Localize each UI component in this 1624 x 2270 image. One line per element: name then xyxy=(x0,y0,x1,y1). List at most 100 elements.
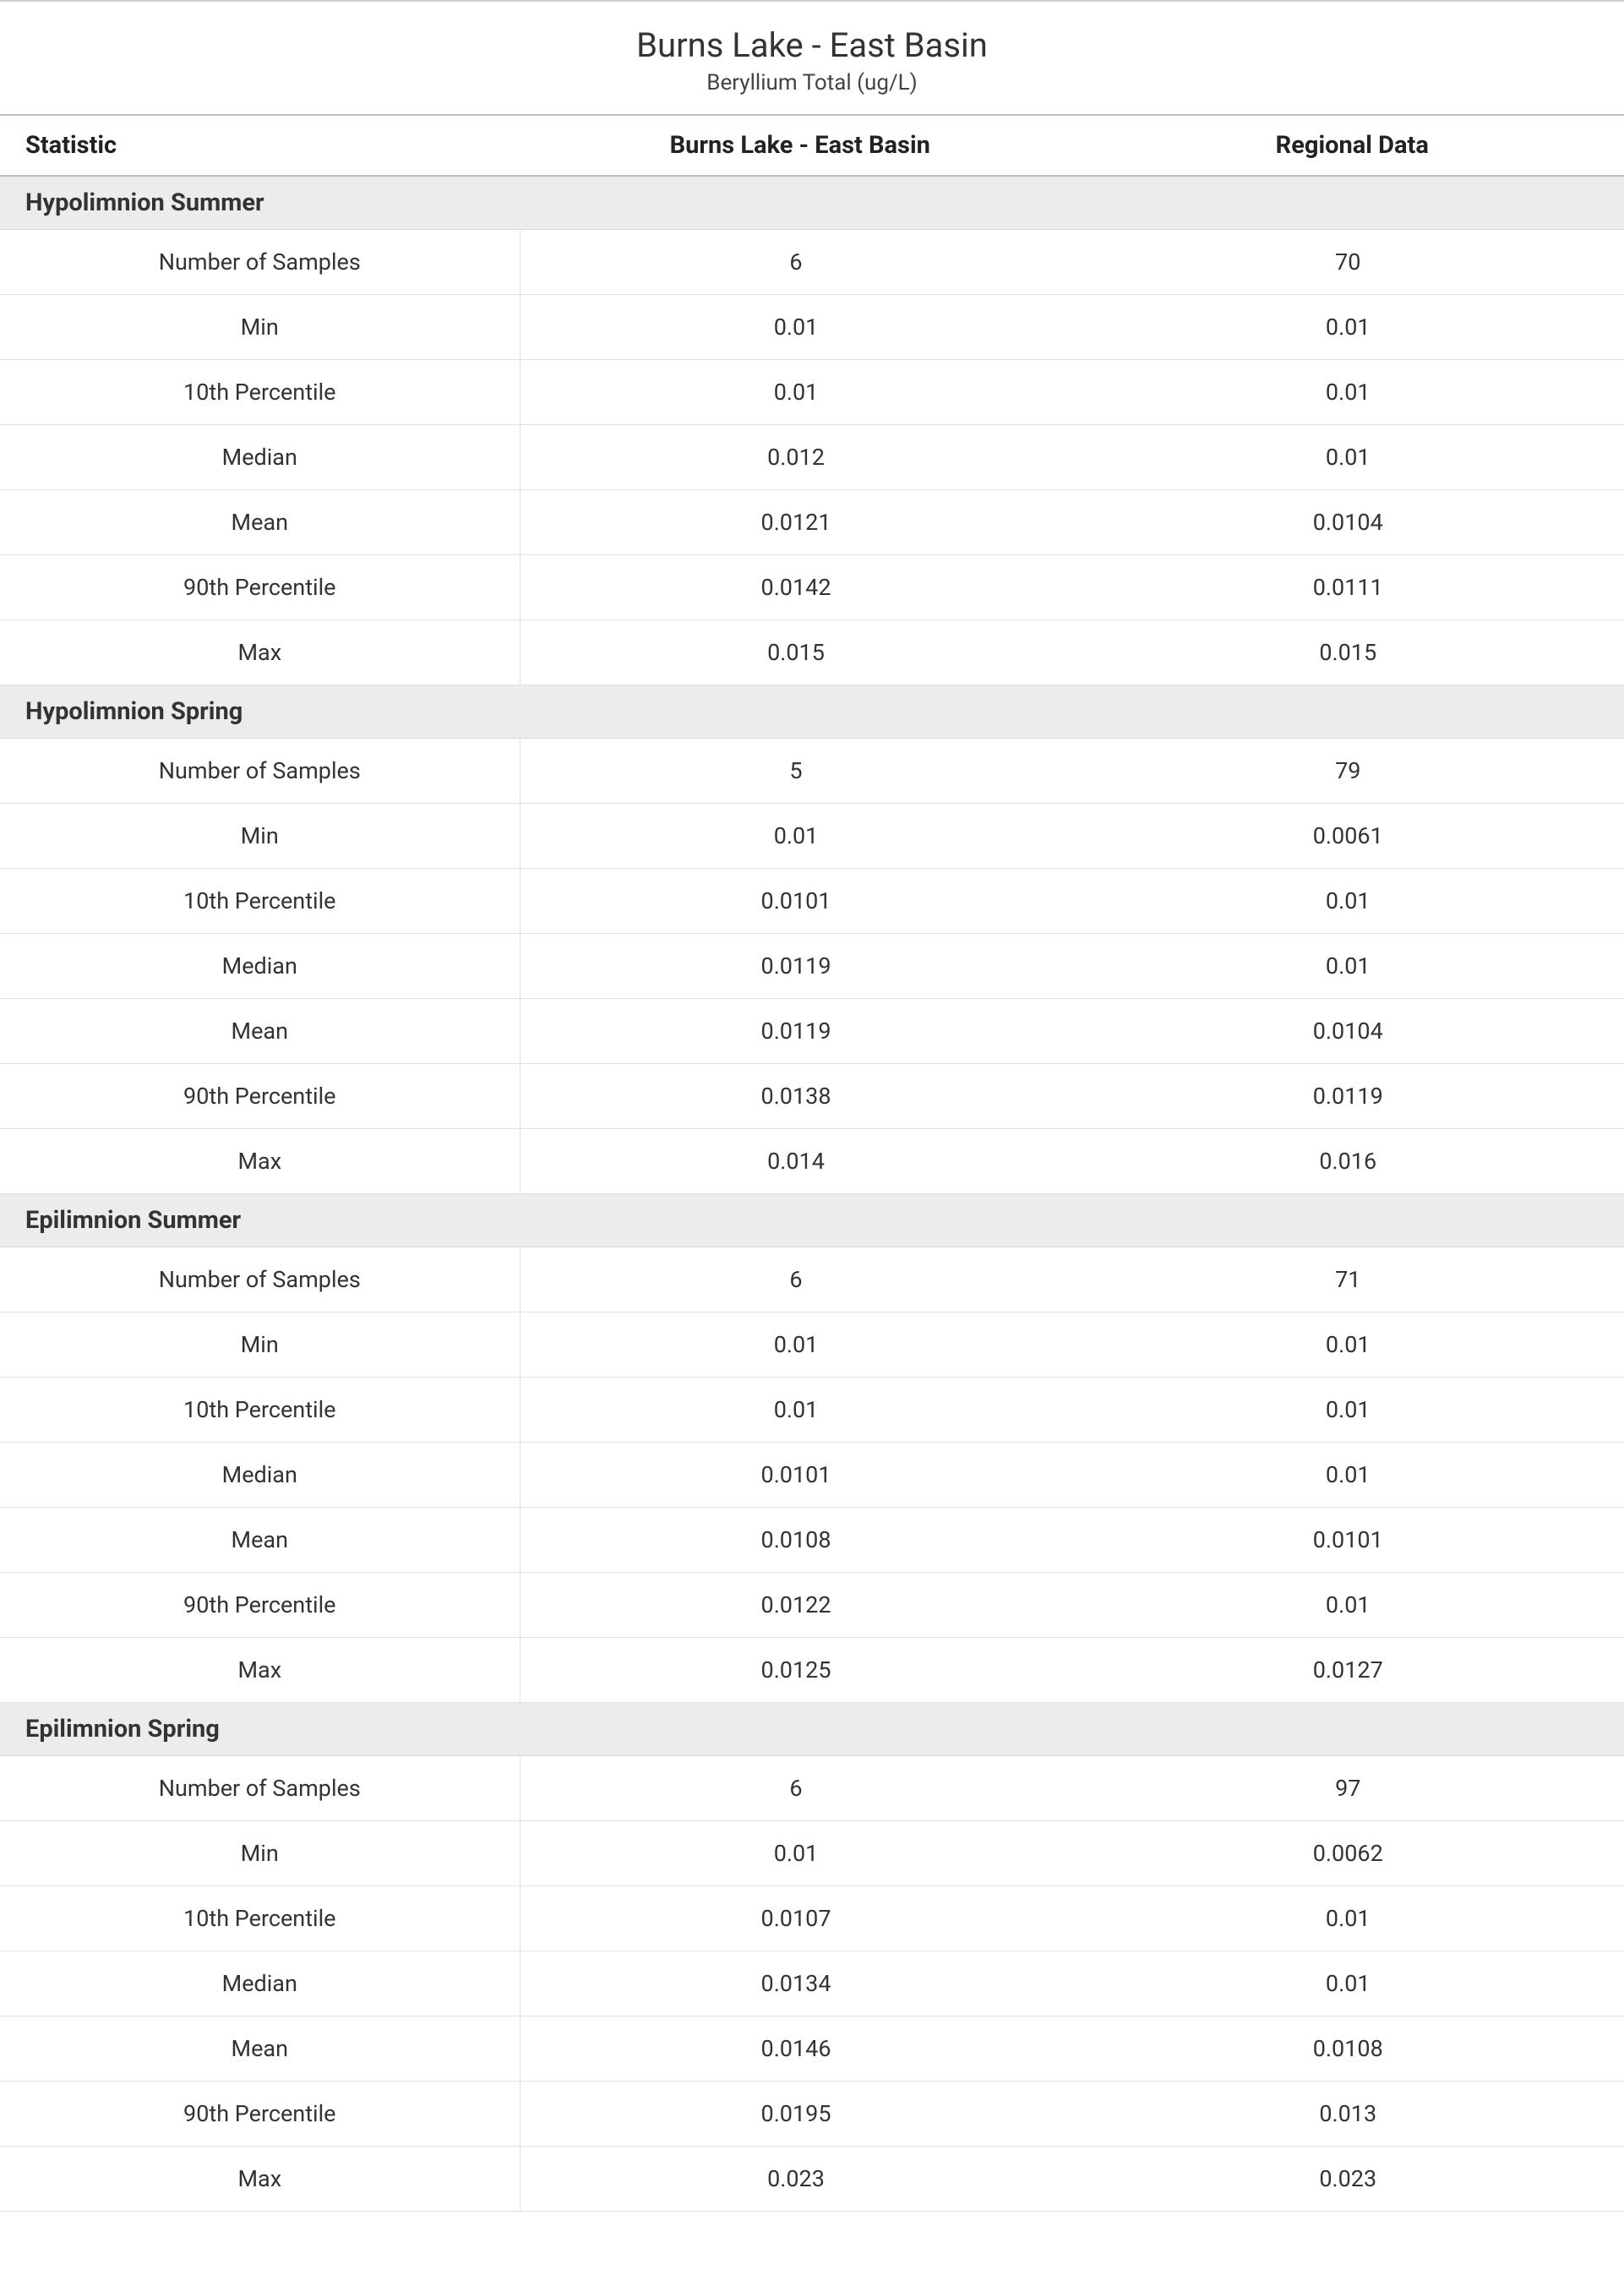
regional-value: 0.01 xyxy=(1072,934,1624,999)
site-value: 6 xyxy=(520,1247,1071,1312)
stat-name: Mean xyxy=(0,1508,520,1573)
regional-value: 0.023 xyxy=(1072,2147,1624,2212)
section-header: Hypolimnion Summer xyxy=(0,176,1624,230)
table-row: Max0.0230.023 xyxy=(0,2147,1624,2212)
site-value: 0.01 xyxy=(520,360,1071,425)
regional-value: 0.01 xyxy=(1072,360,1624,425)
section-header: Hypolimnion Spring xyxy=(0,685,1624,739)
stat-name: Max xyxy=(0,1638,520,1703)
regional-value: 0.01 xyxy=(1072,1312,1624,1378)
stat-name: Max xyxy=(0,2147,520,2212)
table-row: Min0.010.01 xyxy=(0,295,1624,360)
regional-value: 0.0104 xyxy=(1072,999,1624,1064)
site-value: 0.0125 xyxy=(520,1638,1071,1703)
regional-value: 0.01 xyxy=(1072,425,1624,490)
stat-name: Median xyxy=(0,934,520,999)
table-row: Mean0.01080.0101 xyxy=(0,1508,1624,1573)
table-row: 90th Percentile0.01950.013 xyxy=(0,2082,1624,2147)
site-value: 0.012 xyxy=(520,425,1071,490)
section-header-row: Epilimnion Summer xyxy=(0,1194,1624,1247)
regional-value: 0.0108 xyxy=(1072,2016,1624,2082)
regional-value: 0.01 xyxy=(1072,1443,1624,1508)
stat-name: Min xyxy=(0,295,520,360)
table-row: Median0.01340.01 xyxy=(0,1951,1624,2016)
stat-name: 10th Percentile xyxy=(0,869,520,934)
stat-name: Mean xyxy=(0,999,520,1064)
stat-name: Mean xyxy=(0,2016,520,2082)
regional-value: 0.0061 xyxy=(1072,804,1624,869)
table-row: Min0.010.0061 xyxy=(0,804,1624,869)
table-row: Mean0.01210.0104 xyxy=(0,490,1624,555)
site-value: 0.014 xyxy=(520,1129,1071,1194)
table-row: 10th Percentile0.01070.01 xyxy=(0,1886,1624,1951)
table-row: Median0.01190.01 xyxy=(0,934,1624,999)
regional-value: 0.0111 xyxy=(1072,555,1624,620)
regional-value: 0.01 xyxy=(1072,1951,1624,2016)
table-row: Max0.01250.0127 xyxy=(0,1638,1624,1703)
regional-value: 70 xyxy=(1072,230,1624,295)
site-value: 0.01 xyxy=(520,295,1071,360)
site-value: 0.015 xyxy=(520,620,1071,685)
site-value: 0.01 xyxy=(520,1312,1071,1378)
stats-table: Statistic Burns Lake - East Basin Region… xyxy=(0,114,1624,2212)
regional-value: 0.0062 xyxy=(1072,1821,1624,1886)
site-value: 0.0142 xyxy=(520,555,1071,620)
site-value: 0.0101 xyxy=(520,869,1071,934)
site-value: 0.023 xyxy=(520,2147,1071,2212)
site-value: 0.01 xyxy=(520,1821,1071,1886)
site-value: 0.0134 xyxy=(520,1951,1071,2016)
site-value: 0.01 xyxy=(520,804,1071,869)
regional-value: 0.01 xyxy=(1072,1378,1624,1443)
section-header: Epilimnion Summer xyxy=(0,1194,1624,1247)
stat-name: 10th Percentile xyxy=(0,1378,520,1443)
regional-value: 0.0119 xyxy=(1072,1064,1624,1129)
table-row: Median0.0120.01 xyxy=(0,425,1624,490)
regional-value: 0.0101 xyxy=(1072,1508,1624,1573)
section-header-row: Epilimnion Spring xyxy=(0,1703,1624,1756)
stat-name: Min xyxy=(0,1821,520,1886)
table-row: Number of Samples697 xyxy=(0,1756,1624,1821)
site-value: 0.0195 xyxy=(520,2082,1071,2147)
regional-value: 79 xyxy=(1072,739,1624,804)
stat-name: Mean xyxy=(0,490,520,555)
table-row: Number of Samples670 xyxy=(0,230,1624,295)
table-row: 90th Percentile0.01220.01 xyxy=(0,1573,1624,1638)
section-header: Epilimnion Spring xyxy=(0,1703,1624,1756)
table-row: Max0.0140.016 xyxy=(0,1129,1624,1194)
site-value: 0.0121 xyxy=(520,490,1071,555)
regional-value: 0.01 xyxy=(1072,1573,1624,1638)
stat-name: Number of Samples xyxy=(0,739,520,804)
table-row: 10th Percentile0.010.01 xyxy=(0,1378,1624,1443)
stat-name: Median xyxy=(0,1951,520,2016)
page-title: Burns Lake - East Basin xyxy=(0,25,1624,65)
section-header-row: Hypolimnion Spring xyxy=(0,685,1624,739)
stat-name: Number of Samples xyxy=(0,230,520,295)
site-value: 0.0101 xyxy=(520,1443,1071,1508)
stat-name: Max xyxy=(0,1129,520,1194)
regional-value: 0.013 xyxy=(1072,2082,1624,2147)
site-value: 0.0107 xyxy=(520,1886,1071,1951)
site-value: 0.0108 xyxy=(520,1508,1071,1573)
site-value: 0.0122 xyxy=(520,1573,1071,1638)
stat-name: 10th Percentile xyxy=(0,360,520,425)
stat-name: 90th Percentile xyxy=(0,555,520,620)
stat-name: 90th Percentile xyxy=(0,1573,520,1638)
site-value: 0.0146 xyxy=(520,2016,1071,2082)
table-row: 10th Percentile0.01010.01 xyxy=(0,869,1624,934)
col-header-regional: Regional Data xyxy=(1072,115,1624,176)
table-row: Number of Samples671 xyxy=(0,1247,1624,1312)
regional-value: 0.01 xyxy=(1072,295,1624,360)
col-header-site: Burns Lake - East Basin xyxy=(520,115,1071,176)
section-header-row: Hypolimnion Summer xyxy=(0,176,1624,230)
site-value: 0.0138 xyxy=(520,1064,1071,1129)
stat-name: Number of Samples xyxy=(0,1247,520,1312)
regional-value: 0.0127 xyxy=(1072,1638,1624,1703)
regional-value: 0.015 xyxy=(1072,620,1624,685)
table-row: Max0.0150.015 xyxy=(0,620,1624,685)
regional-value: 97 xyxy=(1072,1756,1624,1821)
site-value: 0.01 xyxy=(520,1378,1071,1443)
regional-value: 0.01 xyxy=(1072,1886,1624,1951)
table-row: Mean0.01190.0104 xyxy=(0,999,1624,1064)
stat-name: Median xyxy=(0,425,520,490)
table-row: Min0.010.0062 xyxy=(0,1821,1624,1886)
